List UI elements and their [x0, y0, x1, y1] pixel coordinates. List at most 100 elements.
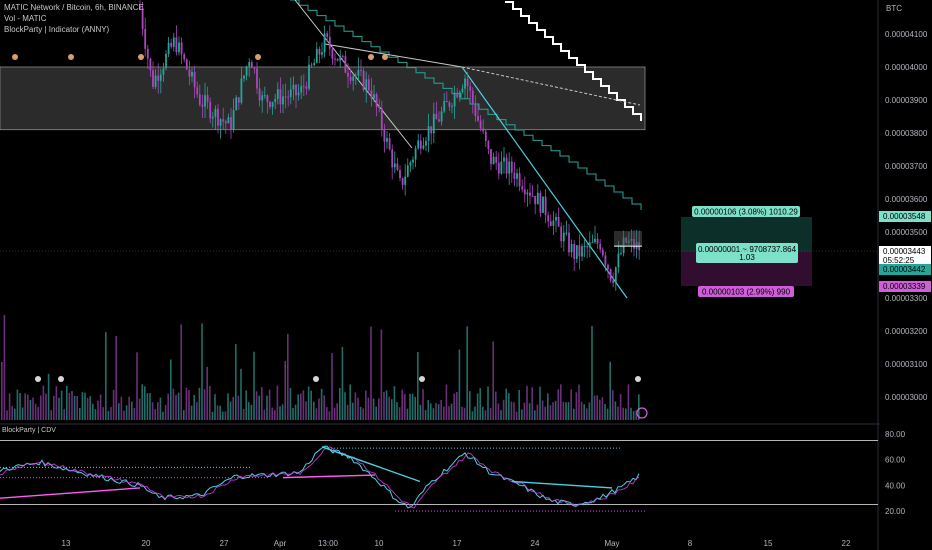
candle-body[interactable]: [352, 76, 355, 81]
candle-body[interactable]: [263, 95, 266, 97]
candle-body[interactable]: [178, 42, 180, 53]
osc-trend-4[interactable]: [511, 480, 613, 489]
candle-body[interactable]: [435, 113, 438, 120]
candle-body[interactable]: [261, 95, 264, 101]
candle-body[interactable]: [508, 161, 511, 174]
candle-body[interactable]: [495, 156, 498, 163]
candle-body[interactable]: [310, 64, 313, 66]
candle-body[interactable]: [573, 243, 576, 259]
candle-body[interactable]: [204, 95, 206, 107]
candle-body[interactable]: [308, 64, 310, 89]
candle-body[interactable]: [341, 55, 344, 57]
candle-body[interactable]: [544, 196, 547, 216]
candle-body[interactable]: [367, 79, 370, 91]
osc-trend-3[interactable]: [321, 446, 421, 483]
candle-body[interactable]: [594, 238, 596, 243]
candle-body[interactable]: [575, 245, 578, 259]
candle-body[interactable]: [458, 92, 461, 98]
osc-trend-1[interactable]: [0, 487, 141, 499]
candle-body[interactable]: [271, 102, 274, 107]
candle-body[interactable]: [417, 140, 420, 149]
candle-body[interactable]: [568, 232, 570, 253]
candle-body[interactable]: [399, 170, 401, 179]
osc-trend-2[interactable]: [282, 474, 376, 479]
candle-body[interactable]: [523, 189, 526, 195]
candle-body[interactable]: [360, 69, 362, 71]
candle-body[interactable]: [318, 48, 321, 55]
candle-body[interactable]: [614, 267, 617, 283]
resistance-zone[interactable]: [0, 66, 646, 131]
candle-body[interactable]: [487, 141, 490, 150]
candle-body[interactable]: [196, 87, 199, 95]
candle-body[interactable]: [427, 126, 430, 141]
candle-body[interactable]: [466, 78, 469, 87]
candle-body[interactable]: [284, 96, 287, 98]
candle-body[interactable]: [313, 62, 316, 66]
candle-body[interactable]: [612, 280, 615, 283]
candle-body[interactable]: [357, 69, 360, 76]
candle-body[interactable]: [445, 100, 448, 103]
candle-body[interactable]: [607, 264, 609, 270]
candle-body[interactable]: [295, 84, 297, 96]
candle-body[interactable]: [219, 119, 222, 126]
candle-body[interactable]: [534, 195, 537, 205]
candle-body[interactable]: [451, 106, 453, 108]
candle-body[interactable]: [453, 92, 456, 107]
candle-body[interactable]: [328, 36, 331, 49]
candle-body[interactable]: [378, 106, 381, 109]
candle-body[interactable]: [256, 68, 258, 89]
candle-body[interactable]: [581, 246, 583, 257]
candle-body[interactable]: [596, 238, 599, 244]
candle-body[interactable]: [419, 140, 422, 149]
candle-body[interactable]: [492, 156, 495, 165]
candle-body[interactable]: [206, 95, 209, 102]
candle-body[interactable]: [430, 126, 433, 134]
candle-body[interactable]: [243, 75, 245, 79]
candle-body[interactable]: [159, 74, 162, 81]
candle-body[interactable]: [591, 242, 594, 244]
candle-body[interactable]: [531, 195, 534, 197]
candle-body[interactable]: [557, 216, 560, 227]
candle-body[interactable]: [555, 216, 557, 221]
candle-body[interactable]: [167, 42, 170, 54]
candle-body[interactable]: [469, 86, 472, 91]
candle-body[interactable]: [162, 68, 165, 75]
candle-body[interactable]: [404, 176, 407, 185]
candle-body[interactable]: [425, 140, 427, 146]
candle-body[interactable]: [222, 119, 225, 122]
candle-body[interactable]: [224, 121, 227, 124]
candle-body[interactable]: [331, 48, 334, 59]
candle-body[interactable]: [482, 128, 485, 132]
candle-body[interactable]: [152, 70, 154, 87]
candle-body[interactable]: [539, 192, 542, 213]
candle-body[interactable]: [526, 192, 529, 195]
candle-body[interactable]: [464, 78, 466, 89]
candle-body[interactable]: [292, 84, 295, 90]
indicator-legend[interactable]: BlockParty | Indicator (ANNY): [4, 25, 110, 34]
candle-body[interactable]: [240, 78, 243, 103]
cdv-line[interactable]: [0, 445, 640, 509]
stop-label-bg[interactable]: [698, 286, 794, 297]
candle-body[interactable]: [549, 221, 552, 226]
candle-body[interactable]: [139, 7, 141, 9]
entry-box[interactable]: [614, 231, 642, 246]
candle-body[interactable]: [375, 94, 378, 107]
candle-body[interactable]: [542, 196, 544, 213]
candle-body[interactable]: [326, 33, 329, 37]
candle-body[interactable]: [414, 148, 417, 160]
price-tag-lower-bg[interactable]: [879, 281, 931, 292]
candle-body[interactable]: [552, 220, 555, 226]
candle-body[interactable]: [170, 42, 173, 47]
candle-body[interactable]: [365, 79, 368, 90]
candle-body[interactable]: [344, 56, 347, 73]
candle-body[interactable]: [193, 71, 196, 88]
candle-body[interactable]: [461, 88, 464, 93]
candle-body[interactable]: [336, 58, 339, 61]
candle-body[interactable]: [227, 117, 230, 124]
candle-body[interactable]: [297, 92, 300, 96]
candle-body[interactable]: [521, 186, 524, 190]
candle-body[interactable]: [510, 161, 513, 173]
candle-body[interactable]: [274, 98, 277, 103]
candle-body[interactable]: [334, 58, 336, 60]
candle-body[interactable]: [438, 119, 440, 122]
